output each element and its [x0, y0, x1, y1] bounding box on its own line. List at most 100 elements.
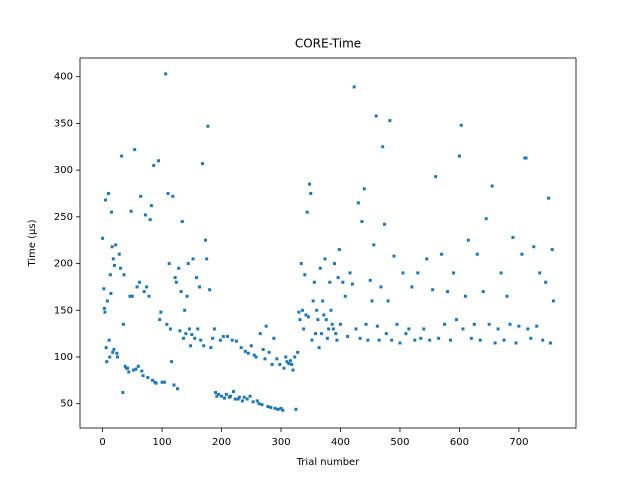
point	[285, 360, 289, 364]
point	[134, 367, 138, 371]
point	[159, 310, 163, 314]
point	[413, 338, 417, 342]
point	[102, 306, 106, 310]
point	[257, 402, 261, 406]
point	[392, 254, 396, 258]
chart-title: CORE-Time	[295, 37, 361, 51]
point	[212, 327, 216, 331]
point	[115, 355, 119, 359]
point	[291, 368, 295, 372]
point	[499, 271, 503, 275]
point	[296, 350, 300, 354]
point	[198, 285, 202, 289]
point	[356, 201, 360, 205]
point	[293, 355, 297, 359]
point	[251, 400, 255, 404]
point	[102, 287, 106, 291]
point	[505, 294, 509, 298]
plot-frame	[79, 57, 577, 429]
point	[201, 162, 205, 166]
point	[224, 392, 228, 396]
point	[472, 322, 476, 326]
point	[437, 336, 441, 340]
point	[165, 322, 169, 326]
point	[248, 394, 252, 398]
point	[190, 333, 194, 337]
point	[298, 318, 302, 322]
point	[475, 252, 479, 256]
point	[239, 346, 243, 350]
point	[164, 72, 168, 76]
point	[419, 336, 423, 340]
point	[261, 348, 265, 352]
point	[431, 288, 435, 292]
point	[162, 380, 166, 384]
point	[449, 338, 453, 342]
point	[199, 338, 203, 342]
point	[370, 299, 374, 303]
point	[196, 327, 200, 331]
point	[105, 360, 109, 364]
point	[325, 336, 329, 340]
point	[532, 245, 536, 249]
point	[333, 262, 337, 266]
point	[166, 191, 170, 195]
point	[137, 280, 141, 284]
point	[384, 332, 388, 336]
point	[306, 315, 310, 319]
point	[123, 364, 127, 368]
point	[322, 313, 326, 317]
point	[223, 396, 227, 400]
point	[263, 357, 267, 361]
point	[360, 220, 364, 224]
point	[145, 285, 149, 289]
point	[541, 338, 545, 342]
point	[463, 294, 467, 298]
point	[410, 285, 414, 289]
point	[237, 395, 241, 399]
point	[547, 196, 551, 200]
point	[130, 294, 134, 298]
point	[544, 280, 548, 284]
point	[526, 327, 530, 331]
point	[390, 338, 394, 342]
point	[246, 351, 250, 355]
point	[191, 257, 195, 261]
y-tick-label: 100	[54, 352, 73, 363]
point	[176, 387, 180, 391]
point	[336, 276, 340, 280]
x-tick-label: 300	[271, 437, 290, 448]
point	[434, 175, 438, 179]
point	[214, 390, 218, 394]
point	[308, 182, 312, 186]
point	[112, 348, 116, 352]
point	[236, 397, 240, 401]
point	[245, 397, 249, 401]
point	[368, 278, 372, 282]
point	[328, 280, 332, 284]
point	[233, 397, 237, 401]
point	[258, 332, 262, 336]
point	[352, 85, 356, 89]
y-axis-label: Time (μs)	[27, 219, 38, 267]
point	[287, 362, 291, 366]
point	[372, 243, 376, 247]
point	[312, 280, 316, 284]
point	[382, 222, 386, 226]
point	[381, 145, 385, 149]
point	[172, 383, 176, 387]
point	[149, 204, 153, 208]
x-axis-label: Trial number	[296, 457, 361, 468]
point	[289, 359, 293, 363]
point	[350, 282, 354, 286]
point	[203, 238, 207, 242]
point	[252, 353, 256, 357]
point	[146, 376, 150, 380]
point	[300, 308, 304, 312]
point	[520, 252, 524, 256]
point	[305, 210, 309, 214]
point	[398, 341, 402, 345]
point	[206, 124, 210, 128]
point	[309, 191, 313, 195]
